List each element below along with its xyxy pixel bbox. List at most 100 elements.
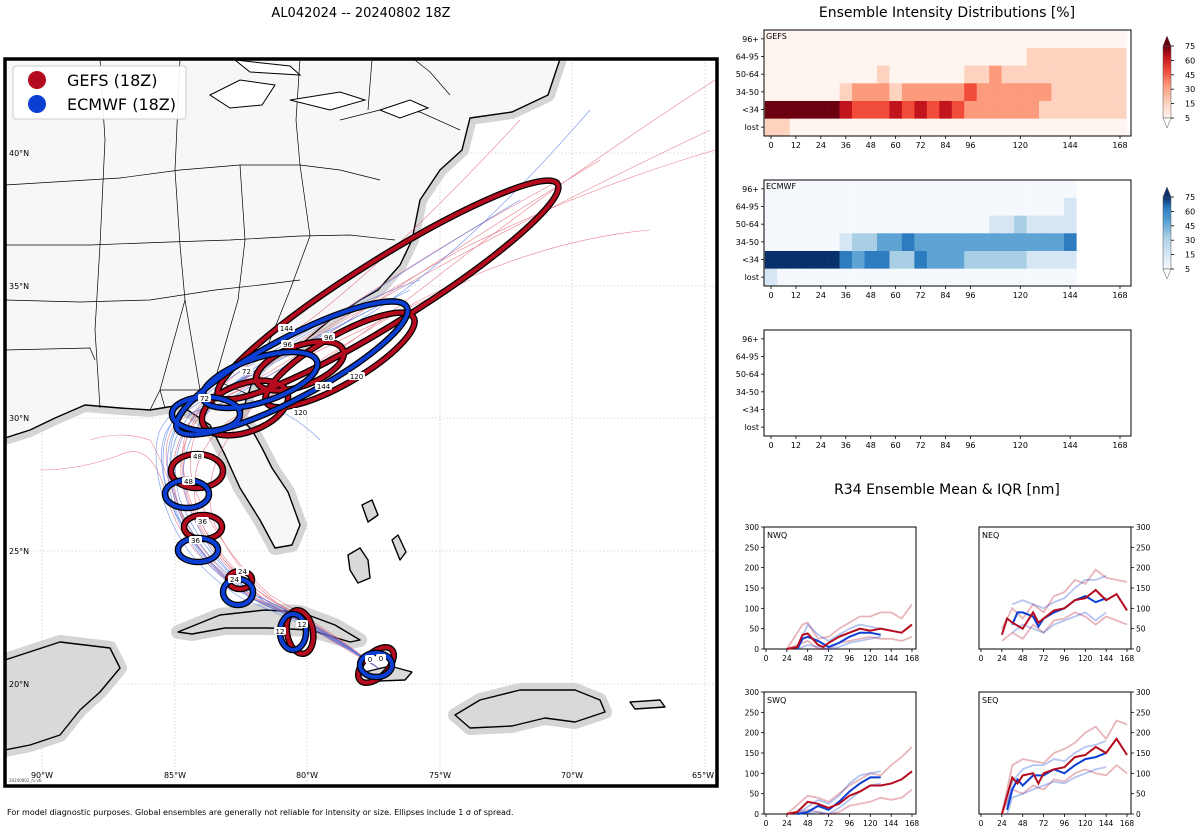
heatmap-cell: [802, 180, 815, 198]
heatmap-cell: [789, 180, 803, 198]
heatmap-cell: [1076, 118, 1090, 137]
heatmap-cell: [852, 215, 865, 234]
heatmap-cell: [889, 118, 903, 137]
heatmap-cell: [901, 197, 915, 216]
r34-ytick-label: 200: [1136, 564, 1151, 573]
heatmap-cell: [914, 100, 928, 119]
heatmap-xtick-label: 84: [940, 141, 950, 150]
heatmap-ytick-label: 50-64: [736, 220, 759, 229]
heatmap-cell: [914, 30, 928, 48]
gefs-mean-line: [1000, 737, 1128, 815]
heatmap-cell: [1113, 30, 1127, 48]
heatmap-cell: [964, 83, 977, 101]
heatmap-cell: [1063, 118, 1077, 137]
r34-ytick-label: 150: [745, 749, 760, 758]
heatmap-cell: [1039, 268, 1052, 287]
hispaniola: [454, 689, 606, 729]
heatmap-cell: [802, 65, 815, 84]
heatmap-xtick-label: 48: [866, 441, 876, 450]
r34-panel-swq: SWQ 0 24 48 72 96 120 144 168 0 50 100 150 200 250 300: [745, 688, 920, 828]
heatmap-cell: [764, 83, 778, 101]
heatmap-cell: [976, 30, 990, 48]
heatmap-cell: [1014, 197, 1027, 216]
svg-text:48: 48: [193, 453, 202, 461]
heatmap-cell: [1039, 197, 1052, 216]
r34-xtick-label: 48: [1018, 654, 1028, 663]
gefs-legend-marker: [28, 71, 46, 89]
svg-text:12: 12: [276, 628, 285, 636]
map-title: AL042024 -- 20240802 18Z: [271, 6, 450, 21]
heatmap-cell: [914, 83, 928, 101]
r34-ytick-label: 100: [1136, 604, 1151, 613]
heatmap-cell: [852, 268, 865, 287]
svg-text:72: 72: [242, 368, 251, 376]
heatmap-cell: [1039, 180, 1052, 198]
heatmap-cell: [951, 250, 965, 269]
r34-xtick-label: 120: [863, 654, 878, 663]
heatmap-ytick-label: 34-50: [736, 88, 759, 97]
heatmap-cell: [802, 100, 815, 119]
heatmap-cell: [764, 30, 778, 48]
heatmap-cell: [802, 30, 815, 48]
great-lakes: [208, 59, 430, 119]
r34-xtick-label: 96: [845, 819, 855, 828]
colorbar-tick-label: 45: [1185, 222, 1195, 231]
heatmap-cell: [1051, 118, 1065, 137]
heatmap-xtick-label: 96: [965, 141, 975, 150]
heatmap-frame: [763, 329, 1132, 437]
heatmap-cell: [926, 118, 940, 137]
heatmap-cell: [939, 250, 953, 269]
heatmap-cell: [802, 83, 815, 101]
heatmap-cell: [1001, 180, 1015, 198]
svg-text:24: 24: [238, 568, 247, 576]
heatmap-cell: [951, 83, 965, 101]
heatmap-cell: [764, 268, 778, 287]
heatmap-xtick-label: 12: [791, 291, 801, 300]
heatmap-cell: [989, 197, 1002, 216]
heatmap-cell: [827, 65, 840, 84]
heatmap-cell: [1101, 83, 1115, 101]
ecmwf-legend-marker: [28, 95, 46, 113]
heatmap-cell: [964, 30, 977, 48]
heatmap-cell: [802, 268, 815, 287]
heatmap-cell: [1026, 215, 1040, 234]
cuba: [177, 609, 361, 643]
heatmap-cell: [964, 180, 977, 198]
heatmap-xtick-label: 36: [841, 291, 851, 300]
heatmap-cell: [1051, 197, 1065, 216]
heatmap-cell: [777, 30, 791, 48]
r34-xtick-label: 72: [1039, 654, 1049, 663]
heatmap-cell: [889, 250, 903, 269]
heatmap-cell: [989, 233, 1002, 251]
heatmap-cell: [914, 65, 928, 84]
heatmap-cell: [1026, 100, 1040, 119]
heatmap-cell: [1001, 47, 1015, 66]
heatmap-cell: [839, 233, 853, 251]
heatmap-cell: [789, 233, 803, 251]
heatmap-cell: [951, 197, 965, 216]
heatmap-ytick-label: 64-95: [736, 203, 759, 212]
lat-label-30: 30°N: [9, 414, 29, 423]
svg-text:72: 72: [200, 395, 209, 403]
heatmap-cell: [764, 118, 778, 137]
heatmap-cell: [976, 47, 990, 66]
r34-panel-nwq: NWQ 0 24 48 72 96 120 144 168 0 50 100 150 200 250 300: [745, 523, 920, 663]
heatmap-cell: [814, 197, 828, 216]
heatmap-cell: [926, 197, 940, 216]
heatmap-cell: [789, 83, 803, 101]
heatmap-cell: [827, 47, 840, 66]
heatmap-cell: [951, 180, 965, 198]
svg-text:144: 144: [317, 383, 331, 391]
gefs-iqr-low-line: [786, 635, 913, 650]
heatmap-cell: [939, 215, 953, 234]
gefs-hour-label-72: 72: [240, 367, 253, 376]
heatmap-cell: [964, 250, 977, 269]
heatmap-cell: [939, 65, 953, 84]
heatmap-cell: [827, 233, 840, 251]
gefs-hour-label-24: 24: [236, 567, 249, 576]
ecmwf-iqr-low-line: [796, 635, 881, 650]
ecmwf-iqr-high-line: [796, 770, 881, 815]
heatmap-xtick-label: 72: [915, 141, 925, 150]
heatmap-cell: [764, 215, 778, 234]
